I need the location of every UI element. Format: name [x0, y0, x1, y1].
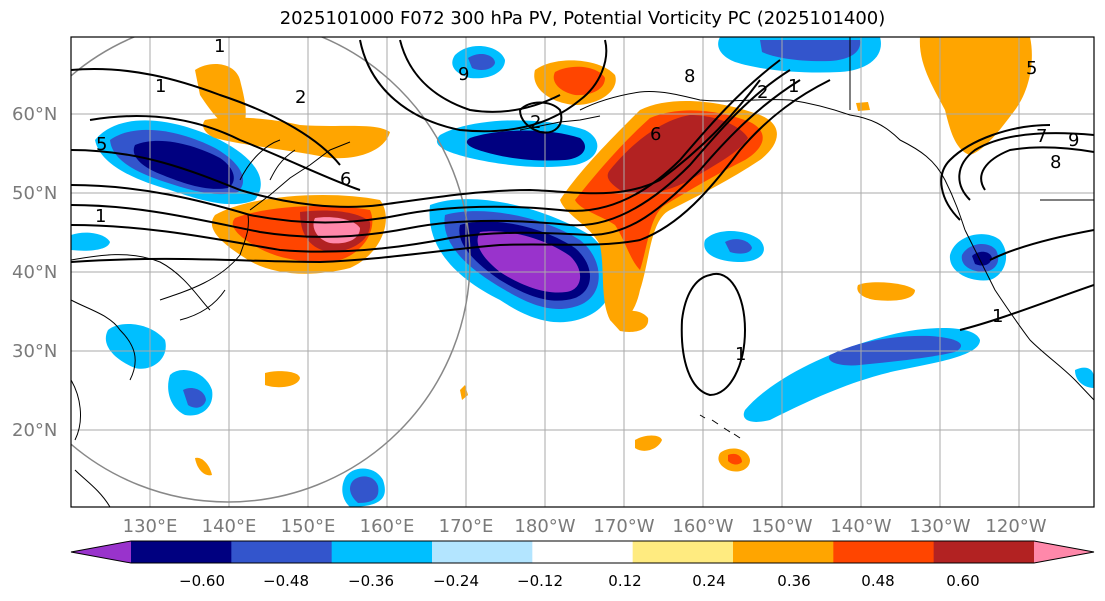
colorbar-tick-label: −0.24: [433, 572, 479, 590]
colorbar-tick-label: −0.12: [517, 572, 563, 590]
longitude-labels: 130°E 140°E 150°E 160°E 170°E 180°W 170°…: [123, 516, 1047, 537]
lon-label: 130°E: [123, 516, 178, 537]
lat-label: 40°N: [12, 262, 57, 283]
contour-label: 1: [214, 36, 225, 57]
colorbar-outline: [70, 540, 1095, 564]
colorbar-segment: [833, 541, 935, 563]
lat-label: 30°N: [12, 341, 57, 362]
positive-anomaly: [635, 435, 662, 451]
contour-label: 6: [340, 169, 351, 190]
contour-label: 1: [735, 344, 746, 365]
lon-label: 160°E: [360, 516, 415, 537]
kamchatka-coast: [239, 139, 296, 181]
colorbar-tick-label: 0.48: [861, 572, 894, 590]
colorbar-tick-labels: −0.60 −0.48 −0.36 −0.24 −0.12 0.12 0.24 …: [179, 572, 980, 590]
lat-label: 20°N: [12, 420, 57, 441]
map-area: 1 2 5 6 1 2 9 8 2 1 1 6 5 7 8 9 1 1: [71, 36, 1094, 507]
contour-label: 2: [295, 87, 306, 108]
colorbar-segment: [231, 541, 333, 563]
colorbar-segment: [632, 541, 734, 563]
positive-anomaly: [728, 453, 742, 465]
colorbar-tick-label: −0.36: [348, 572, 394, 590]
graticule: [71, 37, 1094, 507]
colorbar-tick-label: 0.12: [608, 572, 641, 590]
negative-anomaly: [71, 232, 110, 251]
negative-anomaly: [466, 130, 585, 161]
positive-anomaly: [919, 37, 1032, 155]
contour-label: 2: [757, 82, 768, 103]
closed-contour: [680, 272, 747, 397]
positive-anomaly: [856, 102, 870, 111]
contour-label: 1: [155, 76, 166, 97]
colorbar-tick-label: −0.60: [179, 572, 225, 590]
negative-anomaly: [183, 388, 206, 408]
lon-label: 140°W: [830, 516, 891, 537]
range-ring: [71, 37, 471, 503]
negative-anomaly: [350, 476, 379, 503]
alaska-coast: [579, 91, 966, 231]
contour-label: 5: [1026, 58, 1037, 79]
map-title: 2025101000 F072 300 hPa PV, Potential Vo…: [279, 8, 886, 29]
colorbar-tick-label: 0.36: [777, 572, 810, 590]
contour-label: 1: [95, 206, 106, 227]
asia-coast: [71, 254, 211, 507]
colorbar-segment: [331, 541, 433, 563]
lon-label: 140°E: [202, 516, 257, 537]
contour-label: 9: [458, 64, 469, 85]
negative-anomaly: [1075, 367, 1094, 388]
colorbar-tick-label: −0.48: [263, 572, 309, 590]
positive-anomaly: [857, 282, 915, 301]
negative-anomaly: [105, 324, 166, 369]
lon-label: 160°W: [672, 516, 733, 537]
lon-label: 150°E: [281, 516, 336, 537]
lon-label: 130°W: [909, 516, 970, 537]
contour-labels: 1 2 5 6 1 2 9 8 2 1 1 6 5 7 8 9 1 1: [95, 36, 1079, 365]
lon-label: 120°W: [985, 516, 1046, 537]
negative-anomaly: [760, 40, 861, 62]
lat-label: 50°N: [12, 183, 57, 204]
colorbar-tick-label: 0.60: [946, 572, 979, 590]
lon-label: 170°E: [439, 516, 494, 537]
canada-border: [849, 37, 1094, 201]
pv-contours: [71, 39, 1094, 397]
hawaii-islands: [699, 414, 741, 439]
positive-anomaly: [203, 117, 390, 159]
contour-label: 1: [992, 306, 1003, 327]
colorbar-segment: [532, 541, 634, 563]
lon-label: 170°W: [593, 516, 654, 537]
contour-label: 7: [1036, 126, 1047, 147]
positive-anomaly: [460, 385, 468, 400]
contour-label: 6: [650, 124, 661, 145]
colorbar-extend-max: [1034, 541, 1094, 563]
contour-label: 5: [96, 134, 107, 155]
positive-anomaly: [610, 310, 649, 332]
negative-anomaly: [477, 231, 581, 293]
colorbar-segment: [733, 541, 834, 563]
contour-label: 9: [1068, 130, 1079, 151]
map-frame: [70, 36, 1095, 508]
contour-label: 8: [1050, 152, 1061, 173]
negative-anomaly: [725, 239, 752, 254]
negative-anomaly: [972, 251, 992, 266]
colorbar-segment: [432, 541, 533, 563]
contour-label: 1: [788, 76, 799, 97]
lon-label: 180°W: [514, 516, 575, 537]
lon-label: 150°W: [751, 516, 812, 537]
positive-anomaly: [195, 457, 212, 476]
colorbar-segment: [933, 541, 1035, 563]
colorbar-tick-label: 0.24: [692, 572, 725, 590]
latitude-labels: 60°N 50°N 40°N 30°N 20°N: [12, 104, 57, 441]
colorbar-segment: [131, 541, 232, 563]
na-west-coast: [964, 229, 1094, 401]
positive-anomaly: [265, 371, 300, 388]
contour-label: 2: [530, 112, 541, 133]
lat-label: 60°N: [12, 104, 57, 125]
contour-label: 8: [684, 66, 695, 87]
colorbar: [70, 540, 1095, 564]
negative-anomaly: [468, 53, 495, 71]
colorbar-extend-min: [71, 541, 131, 563]
